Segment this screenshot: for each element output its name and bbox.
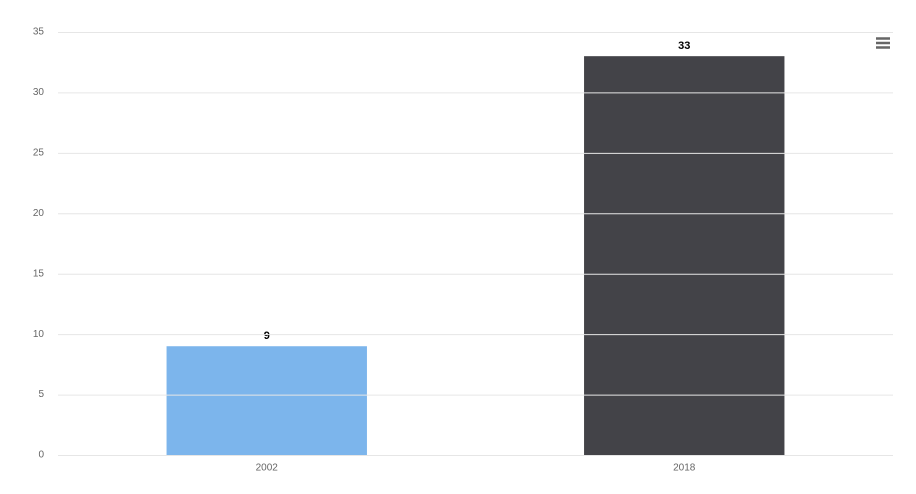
y-tick-label: 30: [33, 87, 45, 98]
bar: [584, 56, 785, 456]
y-tick-label: 0: [38, 450, 44, 461]
y-tick-label: 35: [33, 27, 45, 38]
x-tick-label: 2002: [256, 463, 279, 474]
data-label: 9: [264, 330, 270, 342]
y-tick-label: 15: [33, 268, 45, 279]
x-tick-label: 2018: [673, 463, 696, 474]
bar: [166, 346, 367, 455]
y-tick-label: 10: [33, 329, 45, 340]
y-tick-label: 25: [33, 147, 45, 158]
menu-button[interactable]: [874, 36, 892, 50]
y-tick-label: 5: [38, 389, 44, 400]
y-tick-label: 20: [33, 208, 45, 219]
data-label: 33: [678, 40, 690, 52]
